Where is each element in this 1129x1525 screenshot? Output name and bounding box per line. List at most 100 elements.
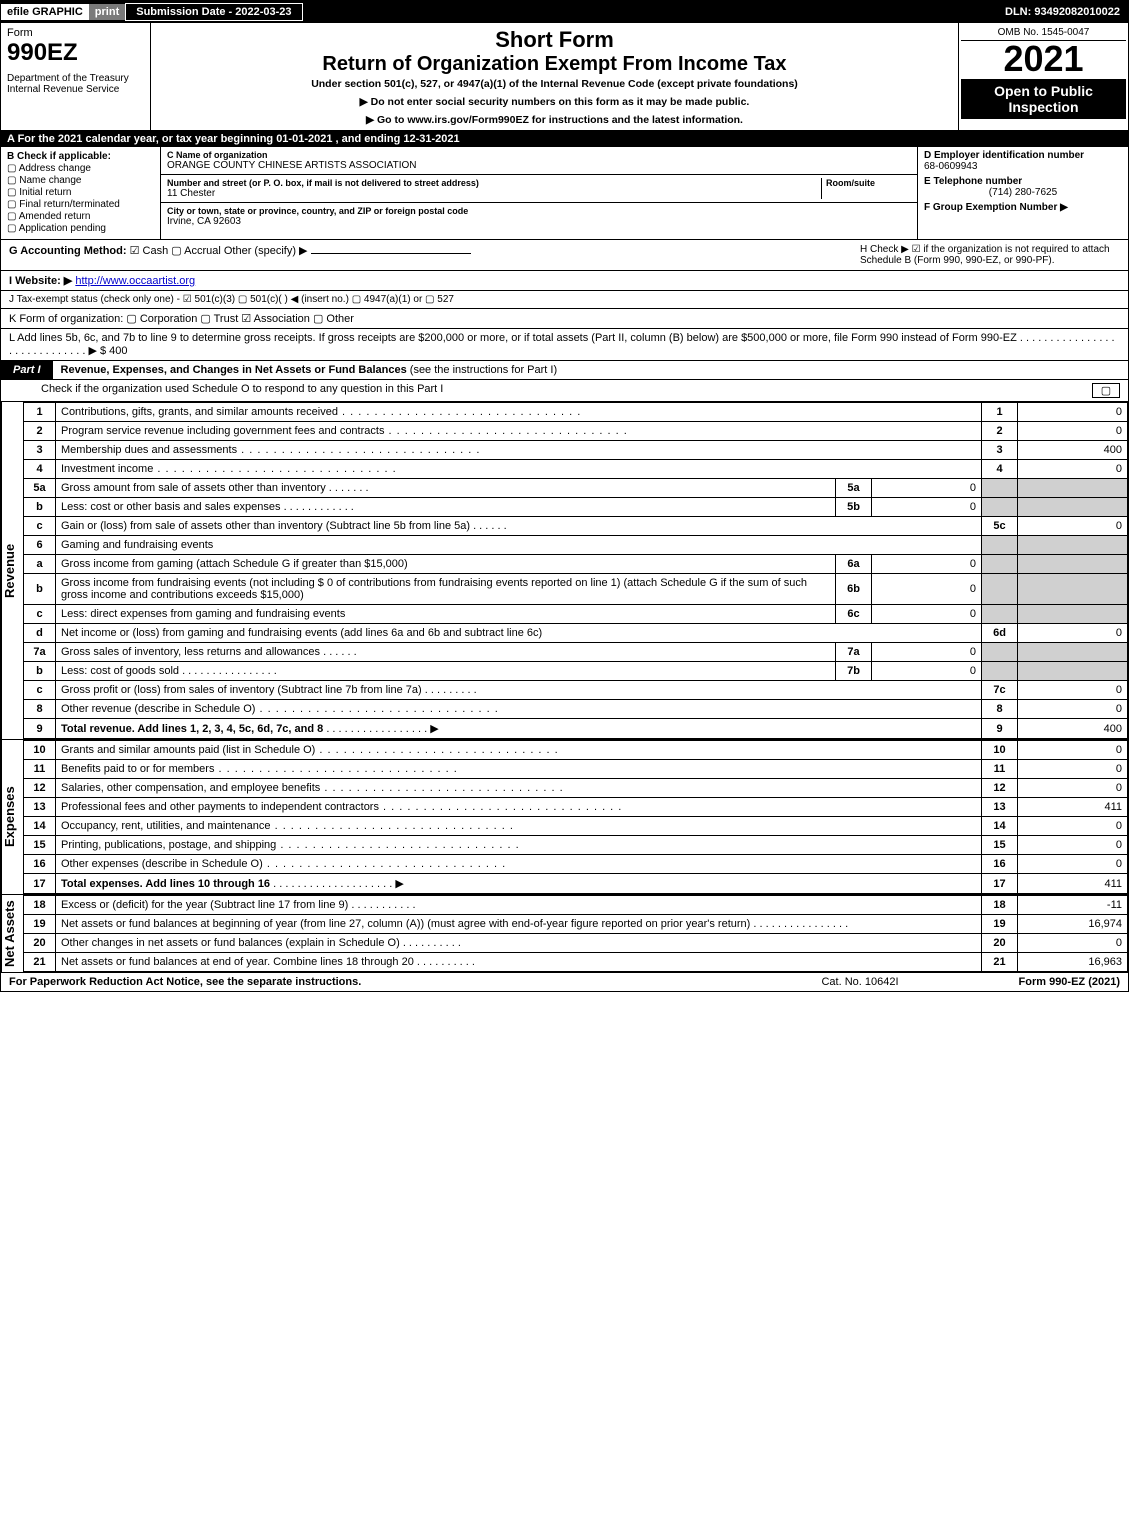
grp-label: F Group Exemption Number ▶ xyxy=(924,202,1122,213)
line-5b: bLess: cost or other basis and sales exp… xyxy=(24,498,1128,517)
ssn-warning: ▶ Do not enter social security numbers o… xyxy=(159,96,950,108)
topbar: efile GRAPHIC print Submission Date - 20… xyxy=(1,1,1128,23)
netassets-table: 18Excess or (deficit) for the year (Subt… xyxy=(23,895,1128,972)
return-title: Return of Organization Exempt From Incom… xyxy=(159,53,950,76)
page-footer: For Paperwork Reduction Act Notice, see … xyxy=(1,973,1128,991)
col-b-title: B Check if applicable: xyxy=(7,151,154,162)
l-text: L Add lines 5b, 6c, and 7b to line 9 to … xyxy=(9,332,1115,357)
org-name-label: C Name of organization xyxy=(167,150,911,160)
form-header: Form 990EZ Department of the Treasury In… xyxy=(1,23,1128,131)
row-k: K Form of organization: ▢ Corporation ▢ … xyxy=(1,309,1128,329)
line-15: 15Printing, publications, postage, and s… xyxy=(24,836,1128,855)
dln: DLN: 93492082010022 xyxy=(997,4,1128,20)
netassets-section: Net Assets 18Excess or (deficit) for the… xyxy=(1,895,1128,973)
line-9: 9Total revenue. Add lines 1, 2, 3, 4, 5c… xyxy=(24,719,1128,739)
line-17: 17Total expenses. Add lines 10 through 1… xyxy=(24,874,1128,894)
line-12: 12Salaries, other compensation, and empl… xyxy=(24,779,1128,798)
g-cash[interactable]: ☑ Cash xyxy=(130,245,169,257)
line-20: 20Other changes in net assets or fund ba… xyxy=(24,934,1128,953)
chk-initial[interactable]: ▢ Initial return xyxy=(7,187,154,198)
chk-name[interactable]: ▢ Name change xyxy=(7,175,154,186)
line-11: 11Benefits paid to or for members110 xyxy=(24,760,1128,779)
col-d: D Employer identification number 68-0609… xyxy=(918,147,1128,239)
footer-right: Form 990-EZ (2021) xyxy=(940,976,1120,988)
city-label: City or town, state or province, country… xyxy=(167,206,911,216)
i-label: I Website: ▶ xyxy=(9,275,72,287)
line-19: 19Net assets or fund balances at beginni… xyxy=(24,915,1128,934)
line-2: 2Program service revenue including gover… xyxy=(24,422,1128,441)
line-18: 18Excess or (deficit) for the year (Subt… xyxy=(24,896,1128,915)
line-4: 4Investment income40 xyxy=(24,460,1128,479)
footer-cat: Cat. No. 10642I xyxy=(780,976,940,988)
col-c: C Name of organization ORANGE COUNTY CHI… xyxy=(161,147,918,239)
info-block: B Check if applicable: ▢ Address change … xyxy=(1,147,1128,240)
line-13: 13Professional fees and other payments t… xyxy=(24,798,1128,817)
revenue-table: 1Contributions, gifts, grants, and simil… xyxy=(23,402,1128,739)
g-label: G Accounting Method: xyxy=(9,245,127,257)
goto-line: ▶ Go to www.irs.gov/Form990EZ for instru… xyxy=(159,114,950,126)
part1-title: Revenue, Expenses, and Changes in Net As… xyxy=(61,364,407,376)
line-6: 6Gaming and fundraising events xyxy=(24,536,1128,555)
chk-pending[interactable]: ▢ Application pending xyxy=(7,223,154,234)
row-h: H Check ▶ ☑ if the organization is not r… xyxy=(860,244,1120,266)
room-label: Room/suite xyxy=(826,178,911,188)
revenue-section: Revenue 1Contributions, gifts, grants, a… xyxy=(1,402,1128,740)
dept-label: Department of the Treasury Internal Reve… xyxy=(7,73,144,95)
city: Irvine, CA 92603 xyxy=(167,216,911,227)
schedo-checkbox[interactable]: ▢ xyxy=(1092,383,1120,398)
line-5c: cGain or (loss) from sale of assets othe… xyxy=(24,517,1128,536)
form-page: efile GRAPHIC print Submission Date - 20… xyxy=(0,0,1129,992)
ein-label: D Employer identification number xyxy=(924,150,1122,161)
part1-tag: Part I xyxy=(1,361,53,379)
l-amount: 400 xyxy=(109,345,127,357)
line-16: 16Other expenses (describe in Schedule O… xyxy=(24,855,1128,874)
g-other[interactable]: Other (specify) ▶ xyxy=(224,245,308,257)
line-1: 1Contributions, gifts, grants, and simil… xyxy=(24,403,1128,422)
part1-header: Part I Revenue, Expenses, and Changes in… xyxy=(1,361,1128,380)
line-6b: bGross income from fundraising events (n… xyxy=(24,574,1128,605)
line-7a: 7aGross sales of inventory, less returns… xyxy=(24,643,1128,662)
shortform-title: Short Form xyxy=(159,27,950,53)
line-10: 10Grants and similar amounts paid (list … xyxy=(24,741,1128,760)
expenses-table: 10Grants and similar amounts paid (list … xyxy=(23,740,1128,894)
line-7c: cGross profit or (loss) from sales of in… xyxy=(24,681,1128,700)
org-name: ORANGE COUNTY CHINESE ARTISTS ASSOCIATIO… xyxy=(167,160,911,171)
row-i: I Website: ▶ http://www.occaartist.org xyxy=(1,271,1128,291)
inspection-badge: Open to Public Inspection xyxy=(961,79,1126,119)
part1-sub: (see the instructions for Part I) xyxy=(410,364,557,376)
form-number: 990EZ xyxy=(7,39,144,67)
line-14: 14Occupancy, rent, utilities, and mainte… xyxy=(24,817,1128,836)
line-21: 21Net assets or fund balances at end of … xyxy=(24,953,1128,972)
line-8: 8Other revenue (describe in Schedule O)8… xyxy=(24,700,1128,719)
line-6c: cLess: direct expenses from gaming and f… xyxy=(24,605,1128,624)
goto-text: ▶ Go to www.irs.gov/Form990EZ for instru… xyxy=(366,114,743,126)
expenses-label: Expenses xyxy=(1,740,23,894)
footer-left: For Paperwork Reduction Act Notice, see … xyxy=(9,976,780,988)
chk-final[interactable]: ▢ Final return/terminated xyxy=(7,199,154,210)
website-link[interactable]: http://www.occaartist.org xyxy=(75,275,195,287)
line-7b: bLess: cost of goods sold . . . . . . . … xyxy=(24,662,1128,681)
line-3: 3Membership dues and assessments3400 xyxy=(24,441,1128,460)
schedo-line: Check if the organization used Schedule … xyxy=(1,380,1128,402)
ein: 68-0609943 xyxy=(924,161,1122,172)
revenue-label: Revenue xyxy=(1,402,23,739)
print-button[interactable]: print xyxy=(89,4,125,20)
street-label: Number and street (or P. O. box, if mail… xyxy=(167,178,821,188)
col-b: B Check if applicable: ▢ Address change … xyxy=(1,147,161,239)
g-accrual[interactable]: ▢ Accrual xyxy=(171,245,221,257)
tax-year: 2021 xyxy=(961,41,1126,77)
line-a: A For the 2021 calendar year, or tax yea… xyxy=(1,131,1128,147)
form-word: Form xyxy=(7,27,144,39)
chk-address[interactable]: ▢ Address change xyxy=(7,163,154,174)
netassets-label: Net Assets xyxy=(1,895,23,972)
efile-label: efile GRAPHIC xyxy=(1,4,89,20)
line-6a: aGross income from gaming (attach Schedu… xyxy=(24,555,1128,574)
expenses-section: Expenses 10Grants and similar amounts pa… xyxy=(1,740,1128,895)
line-5a: 5aGross amount from sale of assets other… xyxy=(24,479,1128,498)
submission-date: Submission Date - 2022-03-23 xyxy=(125,3,302,21)
chk-amended[interactable]: ▢ Amended return xyxy=(7,211,154,222)
schedo-text: Check if the organization used Schedule … xyxy=(41,383,1086,398)
street: 11 Chester xyxy=(167,188,821,199)
tel: (714) 280-7625 xyxy=(924,187,1122,198)
tel-label: E Telephone number xyxy=(924,176,1122,187)
